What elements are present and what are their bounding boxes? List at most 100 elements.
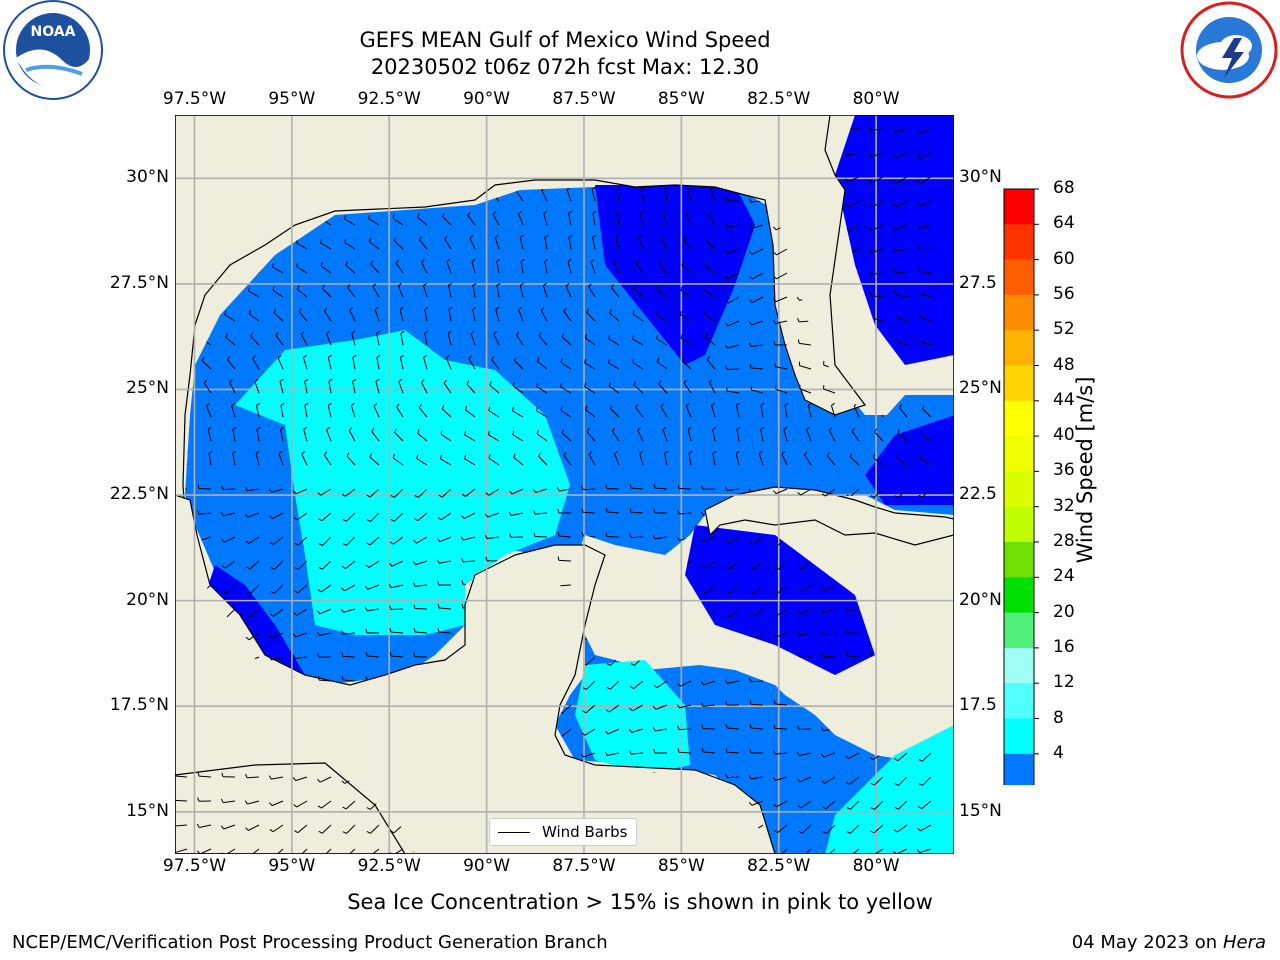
wind-barb [397, 285, 404, 298]
wind-barb-flag [518, 210, 522, 215]
wind-barb [897, 800, 908, 810]
wind-barb [826, 824, 836, 834]
wind-barb [205, 405, 212, 418]
wind-barb [728, 536, 740, 544]
wind-barb-flag [773, 724, 776, 729]
wind-barb [611, 430, 620, 442]
wind-barb-flag [797, 778, 801, 783]
wind-barb-flag [294, 830, 299, 834]
wind-barb-flag [725, 275, 729, 280]
wind-barb [417, 217, 428, 226]
wind-barb-flag [320, 262, 323, 267]
wind-barb-flag [268, 488, 272, 493]
wind-barb [799, 388, 812, 394]
wind-barb-flag [582, 710, 587, 714]
wind-barb [919, 292, 932, 298]
wind-barb-flag [772, 298, 777, 302]
wind-barb-flag [280, 426, 285, 430]
wind-barb [520, 261, 524, 274]
wind-barb-flag [708, 211, 712, 216]
wind-barb [560, 362, 572, 370]
wind-barb [631, 728, 644, 733]
wind-barb [492, 214, 500, 226]
wind-barb-flag [389, 605, 392, 610]
wind-barb [584, 386, 596, 394]
wind-barb [657, 361, 668, 370]
wind-barb-flag [894, 758, 899, 762]
wind-barb [822, 655, 836, 658]
wind-barb-flag [656, 357, 660, 363]
colorbar-segment [1004, 577, 1034, 614]
wind-barb [369, 536, 380, 546]
colorbar-tick-label: 8 [1053, 707, 1064, 728]
wind-barb-flag [917, 155, 921, 160]
wind-barb-flag [350, 402, 355, 406]
wind-barb [271, 776, 284, 780]
wind-barb-flag [252, 355, 256, 360]
wind-barb [583, 752, 596, 758]
wind-barb-flag [630, 663, 635, 666]
wind-barb [799, 365, 812, 370]
wind-barb-flag [918, 494, 923, 498]
wind-barb-flag [270, 567, 275, 570]
wind-barb [445, 357, 452, 370]
wind-barb [919, 848, 932, 854]
wind-barb-flag [804, 451, 808, 456]
wind-barb-flag [639, 450, 644, 454]
wind-barb [393, 240, 404, 250]
wind-barb-flag [635, 403, 639, 408]
wind-barb-flag [388, 584, 392, 589]
wind-barb-flag [797, 339, 800, 344]
wind-barb [543, 213, 548, 226]
lon-tick-label: 90°W [463, 89, 511, 109]
wind-barb [272, 290, 284, 298]
wind-barb-flag [317, 805, 322, 809]
wind-barb-flag [256, 426, 261, 430]
wind-barb [849, 776, 860, 785]
wind-barb [373, 405, 380, 418]
lon-tick-label: 95°W [268, 856, 316, 876]
wind-barb-flag [773, 612, 778, 616]
wind-barb-flag [704, 286, 706, 292]
wind-barb [277, 357, 284, 370]
lat-tick-label: 20°N [126, 589, 169, 610]
wind-barb-flag [606, 686, 611, 690]
wind-barb-flag [633, 284, 637, 289]
wind-barb [705, 584, 716, 594]
wind-barb-flag [389, 563, 393, 567]
wind-barb-flag [292, 654, 296, 659]
wind-barb [656, 680, 668, 689]
wind-barb [399, 309, 404, 322]
wind-barb-flag [750, 567, 755, 570]
wind-barb-flag [225, 333, 228, 338]
wind-barb-flag [444, 235, 448, 240]
wind-barb [591, 189, 596, 202]
wind-barb-flag [270, 591, 275, 594]
wind-barb-flag [640, 186, 645, 190]
wind-barb [544, 237, 548, 250]
wind-barb-flag [820, 609, 824, 613]
wind-barb-flag [797, 610, 801, 615]
wind-barb-flag [246, 591, 251, 594]
wind-barb [369, 488, 380, 498]
wind-barb [534, 535, 548, 538]
colorbar-tick-label: 4 [1053, 742, 1064, 763]
wind-barb-flag [677, 748, 680, 753]
wind-barb-flag [389, 541, 394, 545]
wind-barb [775, 632, 788, 638]
wind-barb [464, 458, 476, 466]
wind-barb [448, 309, 452, 322]
wind-barb [367, 584, 380, 590]
wind-barb [871, 317, 884, 322]
wind-barb-flag [366, 519, 371, 522]
wind-barb [847, 608, 860, 612]
colorbar-tick-label: 44 [1053, 389, 1075, 410]
wind-barb [662, 429, 668, 442]
wind-barb [248, 632, 260, 641]
wind-barb [224, 314, 236, 322]
wind-barb-flag [244, 800, 248, 805]
wind-barb [919, 128, 932, 134]
wind-barb [807, 405, 812, 418]
wind-barb [632, 362, 644, 370]
wind-barb [441, 488, 452, 498]
